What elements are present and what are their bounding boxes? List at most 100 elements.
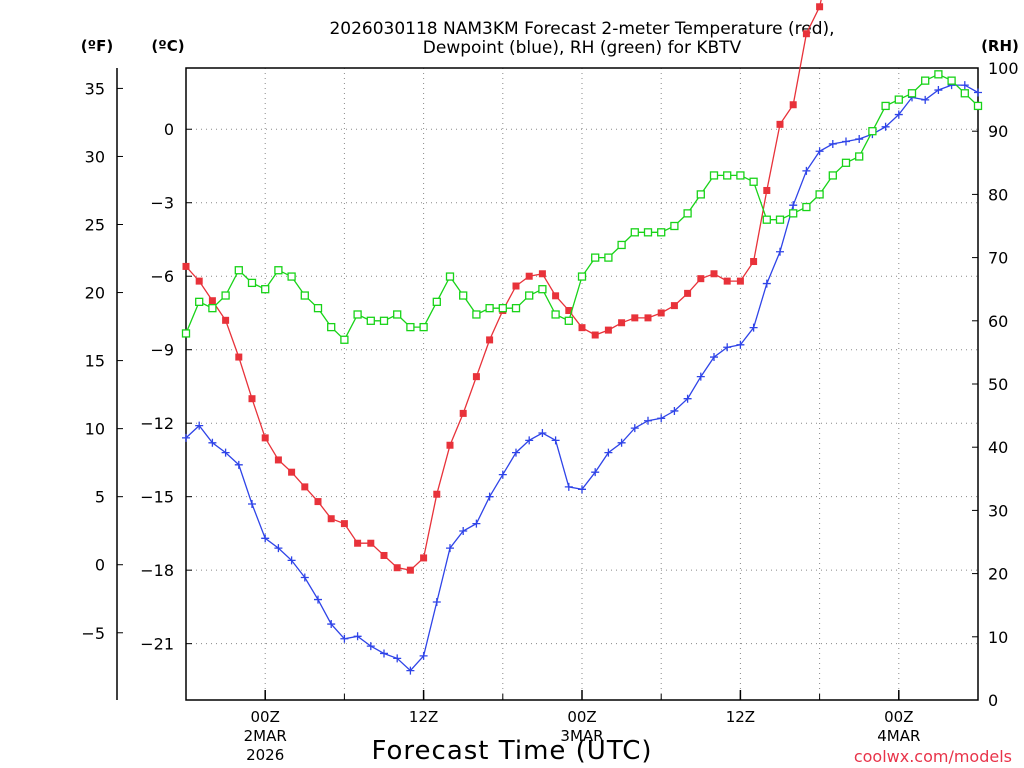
relative-humidity-point (511, 304, 521, 313)
dewpoint-point (921, 95, 930, 104)
relative-humidity-point (973, 101, 983, 111)
x-tick-label: 00Z (251, 708, 280, 726)
dewpoint-point (894, 110, 903, 119)
2-meter-temperature-point (182, 262, 190, 270)
relative-humidity-point (881, 101, 890, 111)
relative-humidity-point (670, 221, 679, 231)
dewpoint-point (446, 544, 454, 553)
dewpoint-point (683, 394, 692, 403)
relative-humidity-point (762, 215, 771, 224)
2-meter-temperature-point (301, 483, 309, 491)
2-meter-temperature-point (750, 258, 758, 266)
watermark: coolwx.com/models (854, 747, 1012, 766)
fahrenheit-tick-label: −5 (81, 624, 105, 643)
x-tick-date: 4MAR (877, 727, 920, 745)
relative-humidity-point (445, 272, 455, 281)
relative-humidity-point (538, 285, 547, 294)
relative-humidity-point (340, 335, 349, 344)
dewpoint-point (710, 353, 718, 362)
rh-tick-label: 100 (988, 59, 1019, 78)
fahrenheit-tick-label: 30 (85, 147, 105, 166)
rh-tick-label: 10 (988, 628, 1008, 647)
relative-humidity-point (247, 278, 257, 288)
relative-humidity-point (841, 158, 851, 167)
dewpoint-point (696, 372, 705, 381)
2-meter-temperature-point (525, 272, 533, 280)
celsius-tick-label: −21 (140, 635, 174, 654)
celsius-tick-label: −12 (140, 414, 174, 433)
dewpoint-point (723, 343, 732, 352)
2-meter-temperature-point (354, 539, 362, 547)
x-tick-year: 2026 (246, 746, 284, 764)
relative-humidity-point (353, 310, 362, 319)
dewpoint-point (828, 139, 837, 148)
dewpoint-point (419, 651, 428, 660)
dewpoint-point (498, 470, 507, 479)
2-meter-temperature-point (736, 277, 744, 285)
dewpoint-point (749, 323, 758, 332)
2-meter-temperature-point (433, 490, 441, 498)
relative-humidity-point (960, 89, 969, 98)
dewpoint-point (802, 166, 811, 175)
dewpoint-point (472, 519, 481, 528)
relative-humidity-point (300, 291, 309, 300)
dewpoint-point (591, 468, 600, 477)
dewpoint-point (776, 247, 784, 256)
dewpoint-point (934, 86, 943, 95)
relative-humidity-point (459, 291, 468, 300)
relative-humidity-point (485, 304, 494, 313)
x-tick-label: 12Z (726, 708, 755, 726)
relative-humidity-point (749, 177, 758, 186)
dewpoint-point (578, 485, 586, 494)
relative-humidity-point (432, 297, 441, 306)
relative-humidity-point (208, 304, 217, 313)
dewpoint-point (340, 634, 349, 643)
2-meter-temperature-point (802, 30, 810, 38)
2-meter-temperature-point (684, 289, 692, 297)
dewpoint-point (617, 438, 626, 447)
2-meter-temperature-point (670, 302, 678, 310)
dewpoint-point (393, 654, 402, 663)
rh-axis-unit: (RH) (981, 37, 1019, 55)
dewpoint-point (287, 556, 296, 565)
2-meter-temperature-point (512, 282, 520, 290)
rh-tick-label: 20 (988, 565, 1008, 584)
celsius-tick-label: −15 (140, 488, 174, 507)
relative-humidity-point (498, 304, 507, 313)
2-meter-temperature-point (657, 309, 665, 317)
dewpoint-point (261, 534, 270, 543)
relative-humidity-point (855, 152, 864, 161)
rh-tick-label: 30 (988, 501, 1008, 520)
dewpoint-point (604, 448, 613, 457)
fahrenheit-tick-label: 5 (95, 488, 105, 507)
2-meter-temperature-point (195, 277, 203, 285)
dewpoint-point (353, 632, 362, 641)
2-meter-temperature-point (222, 316, 230, 324)
relative-humidity-point (234, 266, 243, 275)
gridlines (186, 68, 978, 700)
2-meter-temperature-point (578, 324, 586, 332)
dewpoint-point (512, 448, 520, 457)
relative-humidity-point (261, 285, 270, 294)
x-tick-label: 00Z (884, 708, 913, 726)
dewpoint-point (538, 428, 547, 437)
relative-humidity-point (723, 171, 732, 180)
dewpoint-point (195, 421, 204, 430)
dewpoint-point (525, 436, 534, 445)
dewpoint-point (248, 500, 256, 509)
fahrenheit-tick-label: 20 (85, 284, 105, 303)
rh-tick-label: 40 (988, 438, 1008, 457)
relative-humidity-point (406, 322, 415, 332)
x-tick-date: 3MAR (560, 727, 603, 745)
2-meter-temperature-point (208, 297, 216, 305)
celsius-tick-label: −3 (150, 194, 174, 213)
relative-humidity-point (789, 209, 798, 218)
dewpoint-point (274, 544, 283, 553)
relative-humidity-point (327, 322, 336, 332)
2-meter-temperature-point (710, 270, 718, 278)
2-meter-temperature-point (604, 326, 612, 334)
celsius-axis-unit: (ºC) (151, 37, 184, 55)
fahrenheit-tick-label: 35 (85, 79, 105, 98)
data-series (181, 0, 983, 675)
